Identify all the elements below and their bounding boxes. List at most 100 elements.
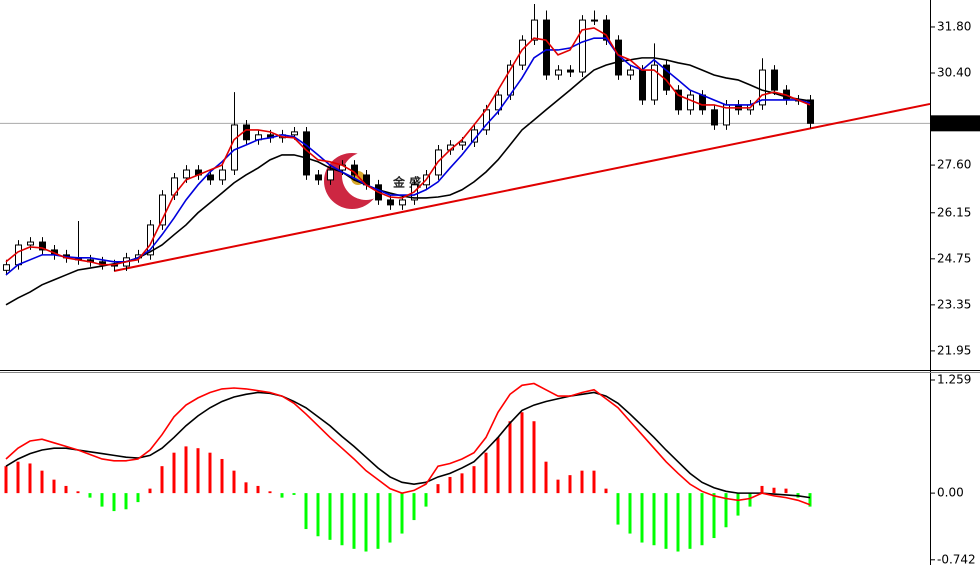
indicator-line [5,382,811,506]
histogram-bar [304,493,308,530]
last-price-badge [931,115,980,132]
histogram-bar [652,493,656,546]
histogram-bar [316,493,320,537]
histogram-bar [676,493,680,552]
candle-body [207,174,214,181]
histogram-bar [772,487,776,494]
histogram-bar [520,412,524,494]
histogram-bar [196,448,200,494]
histogram-bar [496,437,500,494]
candle-body [39,241,46,251]
histogram-bar [328,493,332,540]
histogram-bar [700,493,704,546]
histogram-bar [256,485,260,494]
histogram-bar [640,493,644,543]
last-price-label: 28.87 [934,116,968,130]
histogram-bar [508,421,512,494]
histogram-bar [148,488,152,494]
candle-body [315,174,322,181]
histogram-bar [208,452,212,494]
histogram-bar [748,493,752,507]
histogram-bar [568,475,572,494]
histogram-bar [484,452,488,494]
candle-body [759,69,766,106]
histogram-bar [400,493,404,534]
histogram-bar [808,493,812,507]
histogram-bar [124,493,128,510]
histogram-bar [172,452,176,494]
candle-body [459,141,466,146]
indicator-line [5,27,811,266]
histogram-bar [40,470,44,494]
histogram-bar [280,493,284,498]
histogram-bar [52,479,56,494]
histogram-bar [436,484,440,494]
candle-body [231,124,238,171]
histogram-bar [592,470,596,494]
candle-body [3,264,10,271]
histogram-bar [616,493,620,525]
candle-body [387,199,394,206]
histogram-bar [472,466,476,494]
histogram-bar [340,493,344,546]
candle-body [699,94,706,111]
histogram-bar [736,493,740,516]
y-tick-label: 21.95 [937,343,971,357]
y-tick-label: 27.60 [937,158,971,172]
histogram-bar [364,493,368,552]
histogram-bar [376,493,380,549]
histogram-bar [412,493,416,521]
candle-body [567,69,574,73]
candle-body [183,169,190,179]
candle-body [579,19,586,73]
histogram-bar [448,476,452,494]
histogram-bar [28,463,32,494]
histogram-bar [628,493,632,534]
candle-body [147,224,154,256]
histogram-bar [76,491,80,494]
y-tick-label: 24.75 [937,251,971,265]
y-tick-label: 30.40 [937,66,971,80]
y-tick-label: 23.35 [937,297,971,311]
histogram-bar [388,493,392,543]
histogram-bar [760,485,764,494]
histogram-bar [688,493,692,549]
histogram-bar [460,473,464,494]
histogram-bar [784,488,788,494]
histogram-bar [724,493,728,528]
histogram-bar [604,488,608,494]
candle-body [771,69,778,91]
y-tick-label: 1.259 [937,372,971,386]
candle-body [159,194,166,226]
candle-body [543,19,550,76]
histogram-bar [64,485,68,494]
y-tick-label: -0.742 [937,552,976,565]
histogram-bar [544,461,548,494]
candle-body [243,124,250,141]
candle-body [675,89,682,111]
candle-body [303,131,310,176]
candle-body [807,99,814,124]
y-tick-label: 0.00 [937,486,964,500]
candle-body [399,199,406,206]
histogram-bar [112,493,116,512]
candle-body [27,241,34,246]
histogram-bar [424,493,428,507]
histogram-bar [580,470,584,494]
candle-body [531,19,538,41]
trendline [113,102,931,272]
candle-body [291,131,298,136]
histogram-bar [712,493,716,539]
y-tick-label: 31.80 [937,19,971,33]
histogram-bar [268,491,272,494]
candle-body [15,244,22,266]
candle-body [627,69,634,76]
histogram-bar [100,493,104,507]
histogram-bar [232,470,236,494]
candle-body [711,109,718,126]
y-tick-label: 26.15 [937,205,971,219]
candle-body [219,169,226,181]
histogram-bar [532,421,536,494]
histogram-bar [160,466,164,494]
